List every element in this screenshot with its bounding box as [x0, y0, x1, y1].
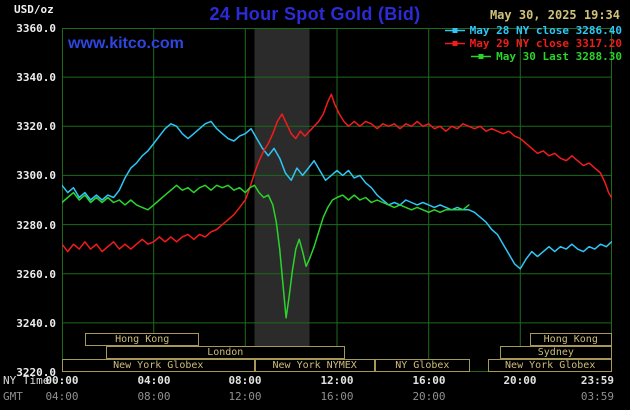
- session-hong-kong: Hong Kong: [84, 333, 200, 346]
- x-tick-gmt-label: 08:00: [137, 390, 171, 403]
- x-tick-ny-label: 04:00: [137, 374, 171, 387]
- plot-canvas: [62, 28, 612, 372]
- x-tick-gmt-label: 20:00: [412, 390, 446, 403]
- session-sydney: Sydney: [499, 346, 612, 359]
- legend-label: May 29 NY close 3317.20: [469, 37, 622, 50]
- x-tick-gmt-label: 03:59: [580, 390, 614, 403]
- gmt-label: GMT: [3, 390, 23, 403]
- datetime-label: May 30, 2025 19:34: [489, 8, 620, 22]
- legend: May 28 NY close 3286.40 May 29 NY close …: [444, 24, 622, 63]
- x-tick-ny-label: 23:59: [580, 374, 614, 387]
- y-tick-label: 3360.0: [16, 22, 56, 35]
- ny-time-label: NY Time: [3, 374, 50, 387]
- x-tick-gmt-label: 04:00: [45, 390, 79, 403]
- legend-item-may30: May 30 Last 3288.30: [445, 50, 622, 63]
- y-tick-label: 3280.0: [16, 219, 56, 232]
- x-tick-ny-label: 00:00: [45, 374, 79, 387]
- y-axis-units-label: USD/oz: [14, 3, 54, 16]
- session-hong-kong: Hong Kong: [529, 333, 612, 346]
- session-new-york-globex: New York Globex: [62, 359, 255, 372]
- legend-item-may28: May 28 NY close 3286.40: [444, 24, 622, 37]
- y-tick-label: 3340.0: [16, 71, 56, 84]
- legend-line-marker: [444, 28, 465, 33]
- legend-item-may29: May 29 NY close 3317.20: [444, 37, 622, 50]
- kitco-link[interactable]: www.kitco.com: [68, 35, 184, 52]
- session-boxes: Hong Kong Hong Kong London Sydney New York G…: [62, 28, 613, 372]
- y-tick-label: 3320.0: [16, 120, 56, 133]
- legend-label: May 30 Last 3288.30: [496, 50, 622, 63]
- x-tick-ny-label: 20:00: [503, 374, 537, 387]
- x-tick-gmt-label: 12:00: [228, 390, 262, 403]
- y-tick-label: 3260.0: [16, 268, 56, 281]
- x-tick-gmt-label: 16:00: [320, 390, 354, 403]
- x-tick-ny-label: 12:00: [320, 374, 354, 387]
- plot-area: www.kitco.com Hong Kong Hong Kong London Sy…: [62, 28, 613, 372]
- session-new-york-globex: New York Globex: [488, 359, 613, 372]
- x-tick-ny-label: 08:00: [228, 374, 262, 387]
- session-new-york-nymex: New York NYMEX: [254, 359, 375, 372]
- legend-line-marker: [444, 41, 465, 46]
- y-tick-label: 3220.0: [16, 366, 56, 379]
- chart-title: 24 Hour Spot Gold (Bid): [209, 4, 421, 24]
- y-tick-label: 3240.0: [16, 317, 56, 330]
- legend-label: May 28 NY close 3286.40: [469, 24, 622, 37]
- session-london: London: [105, 346, 345, 359]
- session-ny-globex: NY Globex: [374, 359, 470, 372]
- legend-line-marker: [471, 54, 492, 59]
- x-tick-ny-label: 16:00: [412, 374, 446, 387]
- y-tick-label: 3300.0: [16, 169, 56, 182]
